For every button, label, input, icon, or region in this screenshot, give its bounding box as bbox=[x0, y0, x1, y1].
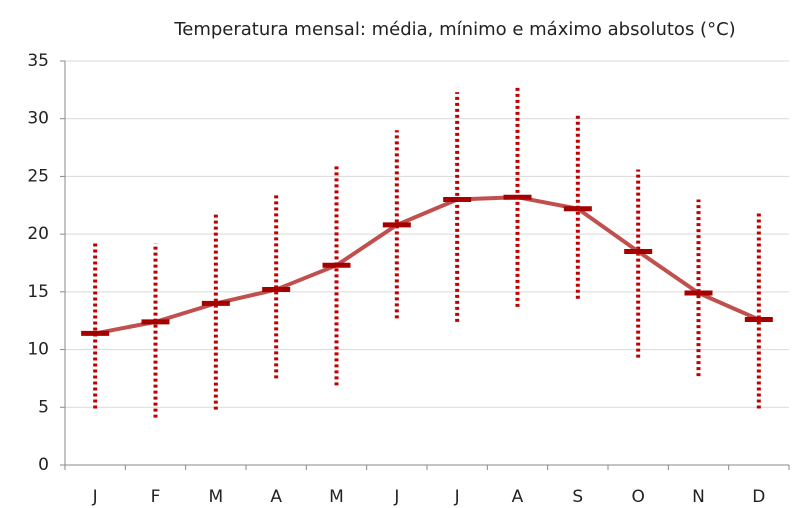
x-tick-label: D bbox=[752, 487, 765, 507]
x-tick-label: M bbox=[329, 487, 344, 507]
x-tick-label: A bbox=[270, 487, 282, 507]
x-tick-label: O bbox=[631, 487, 644, 507]
y-tick-label: 30 bbox=[27, 109, 49, 129]
x-tick-label: S bbox=[572, 487, 583, 507]
y-tick-label: 25 bbox=[27, 166, 49, 186]
mean-line bbox=[94, 195, 760, 336]
x-tick-label: F bbox=[151, 487, 161, 507]
y-tick-label: 5 bbox=[38, 397, 49, 417]
y-tick-label: 10 bbox=[27, 340, 49, 360]
x-tick-label: A bbox=[512, 487, 524, 507]
y-tick-label: 35 bbox=[27, 51, 49, 71]
x-tick-label: J bbox=[393, 487, 399, 507]
chart-title: Temperatura mensal: média, mínimo e máxi… bbox=[173, 19, 735, 40]
x-tick-label: J bbox=[92, 487, 98, 507]
x-tick-label: M bbox=[208, 487, 223, 507]
y-tick-label: 20 bbox=[27, 224, 49, 244]
x-tick-label: N bbox=[692, 487, 705, 507]
y-tick-label: 0 bbox=[38, 455, 49, 475]
y-tick-label: 15 bbox=[27, 282, 49, 302]
x-tick-label: J bbox=[454, 487, 460, 507]
